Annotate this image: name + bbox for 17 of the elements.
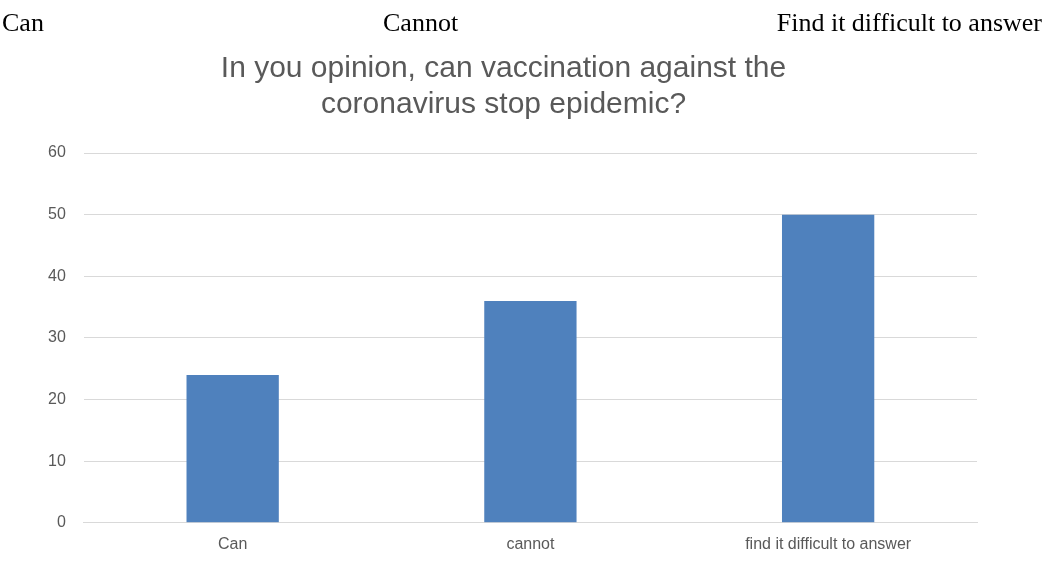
chart-title: In you opinion, can vaccination against the coronavirus stop epidemic? xyxy=(220,50,787,120)
y-tick-label: 60 xyxy=(48,143,66,161)
text: Can xyxy=(2,8,44,38)
text: Cannot xyxy=(383,8,459,38)
y-tick-label: 30 xyxy=(48,328,66,346)
bar xyxy=(186,374,279,523)
y-tick-label: 0 xyxy=(56,513,66,531)
x-tick-label: Can xyxy=(217,534,248,552)
x-tick-label: find it difficult to answer xyxy=(745,534,912,552)
y-tick-label: 50 xyxy=(48,205,66,223)
bar xyxy=(781,214,875,523)
y-tick-label: 40 xyxy=(48,266,66,284)
bar xyxy=(484,300,577,523)
x-tick-label: cannot xyxy=(506,534,555,552)
text: Find it difficult to answer xyxy=(776,8,1042,38)
y-tick-label: 20 xyxy=(48,389,66,407)
y-tick-label: 10 xyxy=(48,451,66,469)
